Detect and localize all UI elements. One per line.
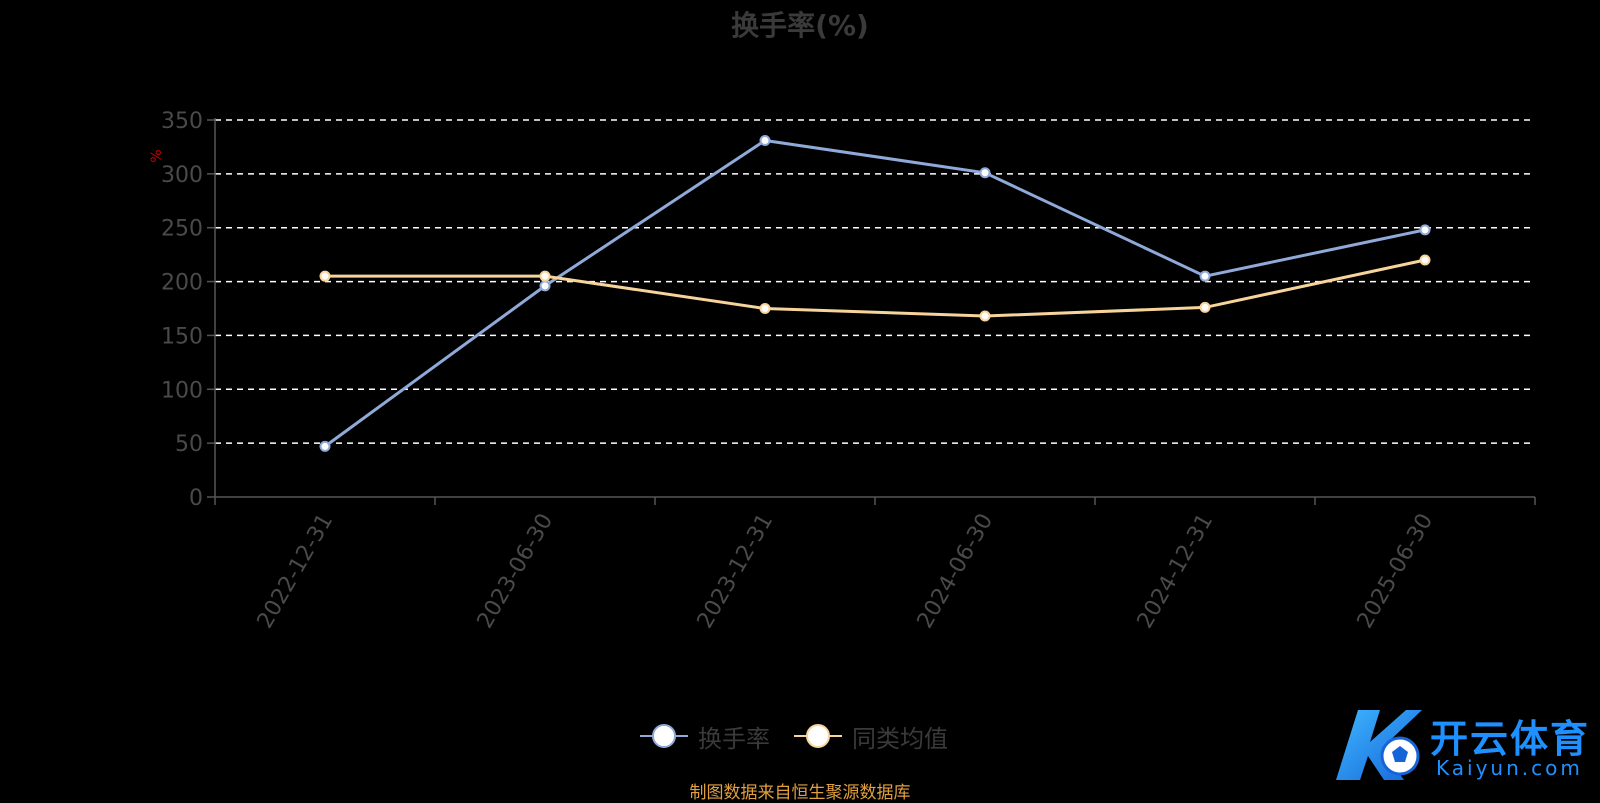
series-line-0 xyxy=(324,138,1426,448)
series-1-point-0 xyxy=(319,270,331,282)
legend-item-turnover[interactable]: 换手率 xyxy=(640,719,770,754)
watermark-domain: Kaiyun.com xyxy=(1436,756,1583,780)
legend[interactable]: 换手率 同类均值 xyxy=(640,718,948,754)
x-tick-label-2022-12-31: 2022-12-31 xyxy=(253,510,339,633)
series-1 xyxy=(319,254,1431,322)
grid-lines xyxy=(215,119,1535,444)
x-tick-label-2024-12-31: 2024-12-31 xyxy=(1133,510,1219,633)
y-tick-label-250: 250 xyxy=(161,217,203,242)
series-1-point-3 xyxy=(979,310,991,322)
series-line-1 xyxy=(325,258,1426,318)
series-0-point-4 xyxy=(1199,270,1211,282)
watermark-brand: 开云体育 xyxy=(1430,717,1591,761)
series-1-point-1 xyxy=(539,270,551,282)
y-tick-label-100: 100 xyxy=(161,378,203,403)
legend-item-peer-average[interactable]: 同类均值 xyxy=(794,719,948,754)
legend-swatch-peer-average xyxy=(794,723,842,749)
legend-label-turnover: 换手率 xyxy=(698,724,770,753)
axes: 0 50 100 150 200 250 300 350 2022-12-31 2023-06-3… xyxy=(161,109,1536,633)
legend-swatch-turnover xyxy=(640,723,688,749)
series xyxy=(319,134,1431,452)
series-1-point-5 xyxy=(1419,254,1431,266)
legend-label-peer-average: 同类均值 xyxy=(852,724,948,753)
x-tick-label-2023-06-30: 2023-06-30 xyxy=(473,510,559,633)
kaiyun-logo-icon xyxy=(1336,710,1422,780)
y-tick-label-300: 300 xyxy=(161,163,203,188)
x-tick-label-2023-12-31: 2023-12-31 xyxy=(693,510,779,633)
y-tick-label-150: 150 xyxy=(161,324,203,349)
series-0-point-5 xyxy=(1419,224,1431,236)
series-0-point-3 xyxy=(979,167,991,179)
series-1-point-4 xyxy=(1199,301,1211,313)
series-0-point-2 xyxy=(759,134,771,146)
series-1-point-2 xyxy=(759,303,771,314)
y-tick-label-350: 350 xyxy=(161,109,203,134)
series-0-point-0 xyxy=(319,440,331,452)
watermark: 开云体育 Kaiyun.com xyxy=(1310,700,1590,790)
x-tick-label-2024-06-30: 2024-06-30 xyxy=(913,510,999,633)
series-0 xyxy=(319,134,1431,452)
y-tick-label-50: 50 xyxy=(175,432,203,457)
series-0-point-1 xyxy=(539,280,551,292)
data-source-note: 制图数据来自恒生聚源数据库 xyxy=(689,783,911,803)
chart-title: 换手率(%) xyxy=(731,9,869,42)
x-tick-label-2025-06-30: 2025-06-30 xyxy=(1353,510,1439,633)
y-tick-label-200: 200 xyxy=(161,271,203,296)
y-tick-label-0: 0 xyxy=(189,486,203,511)
